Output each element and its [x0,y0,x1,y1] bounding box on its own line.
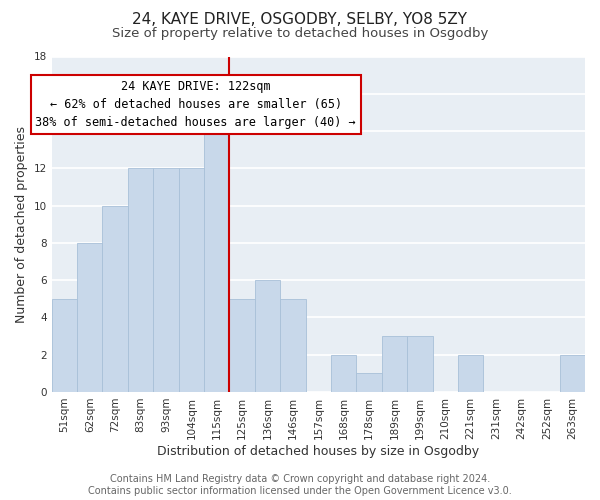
Bar [204,131,229,392]
Bar [356,374,382,392]
Bar [280,299,305,392]
Text: 24, KAYE DRIVE, OSGODBY, SELBY, YO8 5ZY: 24, KAYE DRIVE, OSGODBY, SELBY, YO8 5ZY [133,12,467,28]
Text: Size of property relative to detached houses in Osgodby: Size of property relative to detached ho… [112,28,488,40]
Bar [229,299,255,392]
Y-axis label: Number of detached properties: Number of detached properties [15,126,28,322]
Text: Contains HM Land Registry data © Crown copyright and database right 2024.
Contai: Contains HM Land Registry data © Crown c… [88,474,512,496]
Bar [255,280,280,392]
Bar [179,168,204,392]
Bar [407,336,433,392]
Bar [458,354,484,392]
Text: 24 KAYE DRIVE: 122sqm
← 62% of detached houses are smaller (65)
38% of semi-deta: 24 KAYE DRIVE: 122sqm ← 62% of detached … [35,80,356,129]
Bar [128,168,153,392]
Bar [153,168,179,392]
Bar [52,299,77,392]
Bar [560,354,585,392]
Bar [331,354,356,392]
Bar [382,336,407,392]
Bar [77,243,103,392]
Bar [103,206,128,392]
X-axis label: Distribution of detached houses by size in Osgodby: Distribution of detached houses by size … [157,444,479,458]
